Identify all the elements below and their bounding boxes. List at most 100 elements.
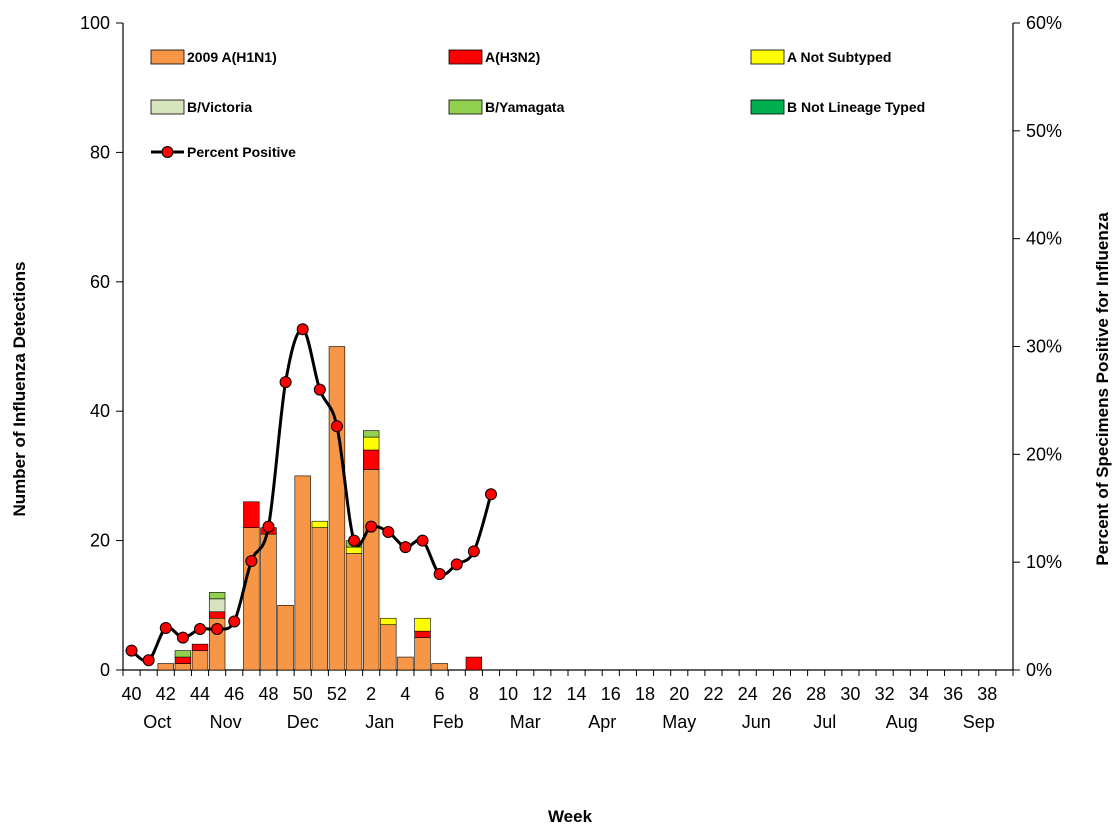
percent-positive-point xyxy=(365,520,378,533)
x-week-label: 26 xyxy=(772,684,792,704)
x-week-label: 2 xyxy=(366,684,376,704)
bar-segment-2009-a-h1n1- xyxy=(294,475,311,671)
bar-segment-a-not-subtyped xyxy=(380,617,397,626)
x-week-label: 34 xyxy=(909,684,929,704)
bar-segment-2009-a-h1n1- xyxy=(431,663,448,671)
x-week-label: 6 xyxy=(435,684,445,704)
percent-positive-point xyxy=(296,323,309,336)
x-month-label: May xyxy=(662,712,696,732)
percent-line xyxy=(125,323,497,667)
x-week-label: 10 xyxy=(498,684,518,704)
y-left-tick-label: 0 xyxy=(100,660,110,680)
y-right-tick-label: 60% xyxy=(1026,13,1062,33)
legend-label: A Not Subtyped xyxy=(787,49,891,65)
x-month-label: Nov xyxy=(210,712,242,732)
x-month-label: Aug xyxy=(886,712,918,732)
percent-positive-point xyxy=(467,545,480,558)
x-week-label: 36 xyxy=(943,684,963,704)
y-left-tick-label: 20 xyxy=(90,531,110,551)
bar-segment-a-h3n2- xyxy=(465,656,483,671)
bar-segment-a-not-subtyped xyxy=(414,617,431,632)
x-week-label: 38 xyxy=(977,684,997,704)
y-axis-left-title: Number of Influenza Detections xyxy=(10,261,29,516)
x-month-label: Oct xyxy=(143,712,171,732)
x-week-label: 16 xyxy=(601,684,621,704)
percent-positive-point xyxy=(176,631,189,644)
x-week-label: 50 xyxy=(293,684,313,704)
legend-swatch xyxy=(150,49,185,65)
x-week-label: 46 xyxy=(224,684,244,704)
percent-positive-point xyxy=(194,623,207,636)
x-week-label: 52 xyxy=(327,684,347,704)
bar-segment-2009-a-h1n1- xyxy=(157,663,174,671)
percent-positive-point xyxy=(211,623,224,636)
x-week-label: 42 xyxy=(156,684,176,704)
x-month-label: Jun xyxy=(742,712,771,732)
x-week-label: 4 xyxy=(400,684,410,704)
y-left-tick-label: 100 xyxy=(80,13,110,33)
bar-segment-2009-a-h1n1- xyxy=(174,663,192,671)
legend-swatch xyxy=(448,49,483,65)
x-week-label: 20 xyxy=(669,684,689,704)
percent-positive-point xyxy=(399,541,412,554)
percent-positive-point xyxy=(228,615,241,628)
legend-swatch xyxy=(150,99,185,115)
bar-segment-b-yamagata xyxy=(174,650,192,658)
legend-swatch xyxy=(448,99,483,115)
y-axis-right-title: Percent of Specimens Positive for Influe… xyxy=(1093,212,1112,566)
legend-swatch xyxy=(750,99,785,115)
bar-segment-a-h3n2- xyxy=(191,643,209,651)
x-month-label: Jul xyxy=(813,712,836,732)
percent-positive-point xyxy=(433,568,446,581)
x-month-label: Dec xyxy=(287,712,319,732)
legend-label: 2009 A(H1N1) xyxy=(187,49,277,65)
bar-segment-2009-a-h1n1- xyxy=(380,624,397,671)
legend-label: B/Yamagata xyxy=(485,99,565,115)
bar-segment-2009-a-h1n1- xyxy=(260,533,277,671)
x-week-label: 30 xyxy=(840,684,860,704)
legend-label: Percent Positive xyxy=(187,144,296,160)
bar-segment-2009-a-h1n1- xyxy=(277,604,294,671)
y-right-tick-label: 20% xyxy=(1026,444,1062,464)
percent-positive-point xyxy=(142,654,155,667)
x-month-label: Jan xyxy=(365,712,394,732)
legend-swatch xyxy=(750,49,785,65)
x-week-label: 32 xyxy=(875,684,895,704)
legend-label: B/Victoria xyxy=(187,99,252,115)
percent-positive-point xyxy=(313,383,326,396)
x-week-label: 40 xyxy=(122,684,142,704)
x-week-label: 24 xyxy=(738,684,758,704)
x-month-label: Mar xyxy=(510,712,541,732)
x-week-label: 14 xyxy=(567,684,587,704)
bar-segment-2009-a-h1n1- xyxy=(311,527,329,671)
bar-segment-b-yamagata xyxy=(208,592,226,600)
legend-label: B Not Lineage Typed xyxy=(787,99,925,115)
x-week-label: 44 xyxy=(190,684,210,704)
y-right-tick-label: 40% xyxy=(1026,229,1062,249)
bar-segment-2009-a-h1n1- xyxy=(345,553,363,671)
percent-positive-point xyxy=(279,376,292,389)
y-right-tick-label: 30% xyxy=(1026,337,1062,357)
bar-segment-a-not-subtyped xyxy=(311,520,329,528)
percent-positive-point xyxy=(450,558,463,571)
bar-segment-a-h3n2- xyxy=(174,656,192,664)
bar-segment-2009-a-h1n1- xyxy=(243,527,260,671)
x-week-label: 28 xyxy=(806,684,826,704)
bar-segment-a-h3n2- xyxy=(243,501,260,528)
y-left-tick-label: 80 xyxy=(90,142,110,162)
y-right-tick-label: 0% xyxy=(1026,660,1052,680)
percent-positive-point xyxy=(262,520,275,533)
y-left-tick-label: 40 xyxy=(90,401,110,421)
x-month-label: Apr xyxy=(588,712,616,732)
bar-segment-2009-a-h1n1- xyxy=(191,650,209,671)
x-axis-title: Week xyxy=(548,807,593,826)
bar-segment-2009-a-h1n1- xyxy=(414,637,431,671)
y-right-tick-label: 50% xyxy=(1026,121,1062,141)
percent-positive-point xyxy=(159,621,172,634)
percent-positive-point xyxy=(382,525,395,538)
bar-segment-b-yamagata xyxy=(362,430,380,438)
bar-segment-a-h3n2- xyxy=(414,630,431,638)
legend-line-marker xyxy=(161,146,174,158)
